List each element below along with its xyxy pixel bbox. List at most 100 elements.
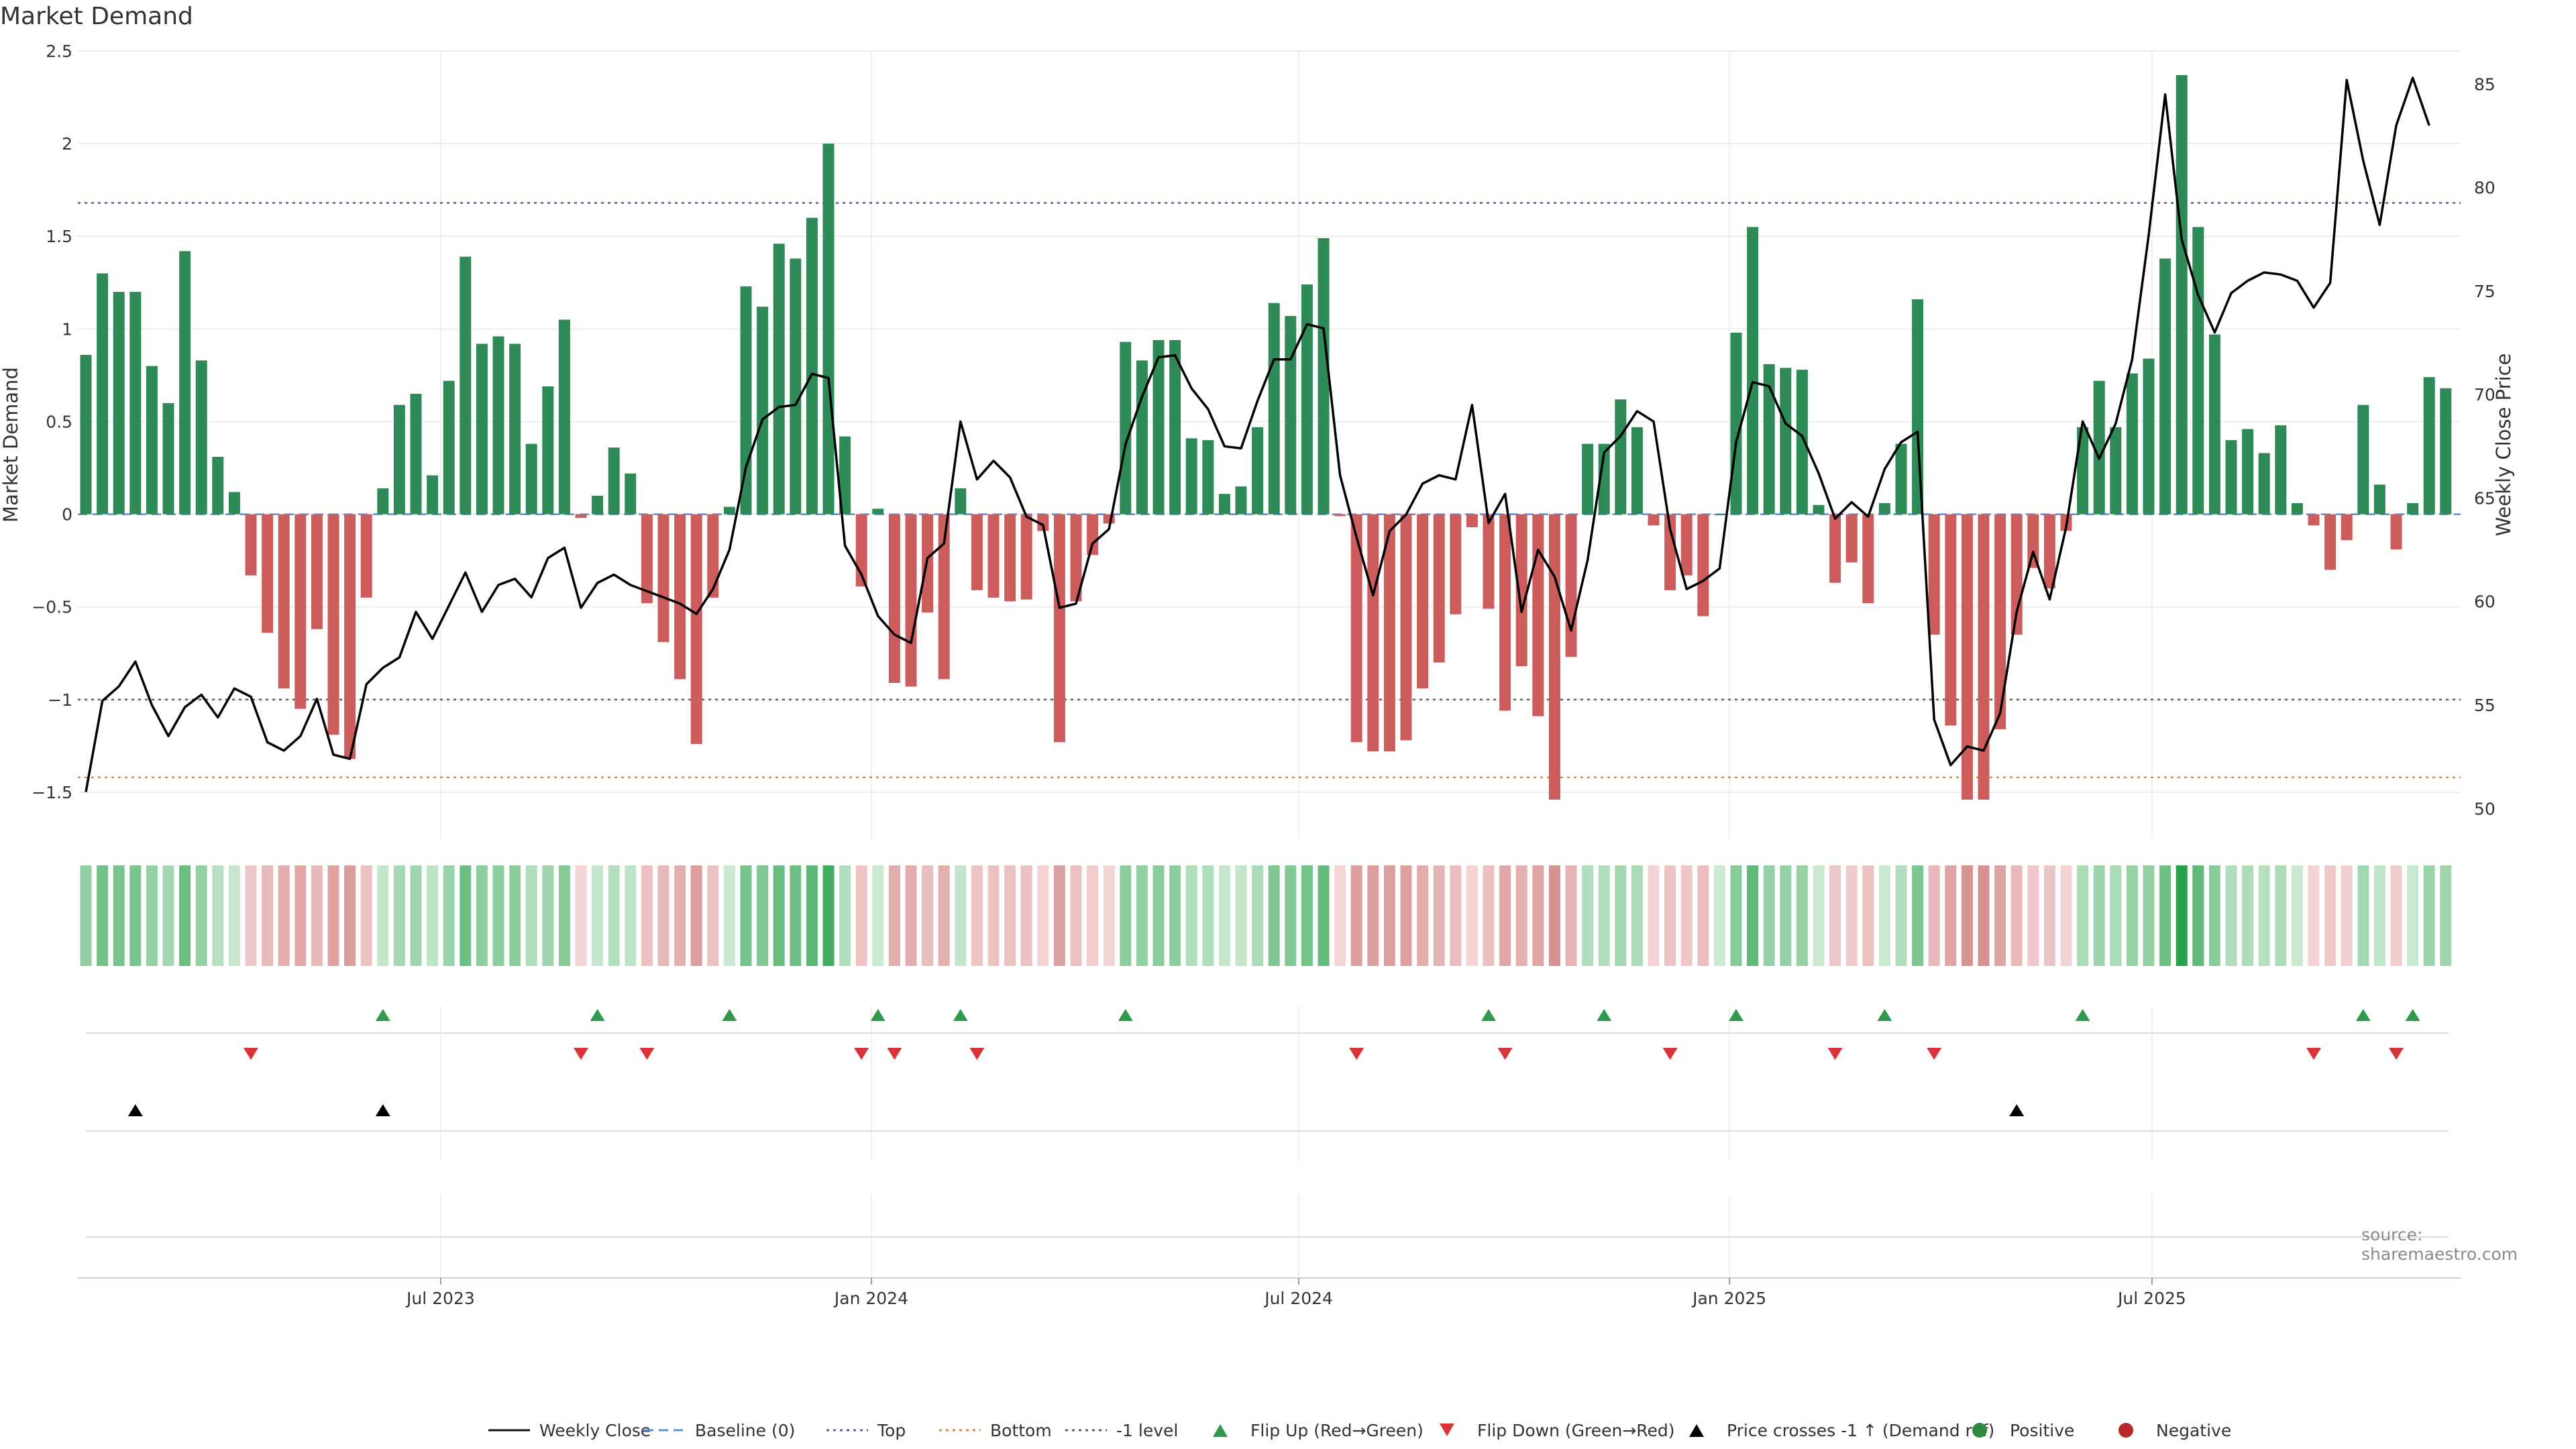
heat-cell bbox=[1813, 865, 1825, 966]
demand-bar bbox=[1664, 514, 1676, 590]
demand-bar bbox=[625, 473, 637, 515]
heat-cell bbox=[1845, 865, 1858, 966]
heat-cell bbox=[1301, 865, 1313, 966]
heat-cell bbox=[212, 865, 224, 966]
demand-bar bbox=[2308, 514, 2320, 526]
heat-cell bbox=[1383, 865, 1395, 966]
legend-label: Flip Down (Green→Red) bbox=[1477, 1421, 1675, 1440]
heat-cell bbox=[410, 865, 422, 966]
heat-cell bbox=[987, 865, 1000, 966]
heat-cell bbox=[80, 865, 92, 966]
heat-cell bbox=[2192, 865, 2204, 966]
flip-down-marker bbox=[887, 1048, 902, 1060]
demand-bar bbox=[2291, 503, 2303, 515]
flip-up-marker bbox=[2355, 1009, 2371, 1021]
heat-cell bbox=[2208, 865, 2220, 966]
y2-axis-label: Weekly Close Price bbox=[2492, 354, 2515, 537]
demand-bar bbox=[2093, 380, 2105, 515]
flip-up-marker bbox=[953, 1009, 968, 1021]
y2-tick-label: 70 bbox=[2474, 385, 2496, 405]
heat-cell bbox=[558, 865, 570, 966]
demand-bar bbox=[674, 514, 686, 680]
heat-cell bbox=[690, 865, 702, 966]
demand-bar bbox=[1747, 227, 1759, 515]
demand-bar bbox=[2225, 440, 2237, 515]
heat-cell bbox=[1169, 865, 1181, 966]
demand-bar bbox=[2143, 358, 2155, 515]
heat-cell bbox=[740, 865, 752, 966]
legend-label: Top bbox=[877, 1421, 906, 1440]
flip-up-marker bbox=[1729, 1009, 1743, 1021]
demand-bar bbox=[905, 514, 917, 687]
heat-cell bbox=[1185, 865, 1197, 966]
demand-bar bbox=[1548, 514, 1560, 800]
heat-cell bbox=[922, 865, 934, 966]
heat-cell bbox=[641, 865, 653, 966]
heat-cell bbox=[657, 865, 669, 966]
chart-title: Market Demand bbox=[0, 3, 193, 30]
heat-cell bbox=[2077, 865, 2089, 966]
legend-entry: Flip Up (Red→Green) bbox=[1213, 1421, 1424, 1440]
flip-up-marker bbox=[1481, 1009, 1496, 1021]
heat-cell bbox=[1631, 865, 1643, 966]
heat-cell bbox=[1417, 865, 1429, 966]
heat-cell bbox=[1548, 865, 1560, 966]
flip-up-marker bbox=[1877, 1009, 1892, 1021]
demand-bar bbox=[740, 286, 752, 515]
heat-cell bbox=[1285, 865, 1297, 966]
demand-bar bbox=[2407, 503, 2419, 515]
heat-cell bbox=[1532, 865, 1544, 966]
flip-down-marker bbox=[1827, 1048, 1843, 1060]
y2-tick-label: 75 bbox=[2474, 282, 2496, 301]
heat-cell bbox=[575, 865, 587, 966]
heat-cell bbox=[839, 865, 851, 966]
heat-cell bbox=[2242, 865, 2254, 966]
legend-swatch bbox=[2118, 1423, 2133, 1438]
heat-cell bbox=[443, 865, 455, 966]
demand-bar bbox=[723, 506, 735, 515]
heat-cell bbox=[2308, 865, 2320, 966]
heat-cell bbox=[2341, 865, 2353, 966]
legend-label: Baseline (0) bbox=[695, 1421, 795, 1440]
heat-cell bbox=[393, 865, 405, 966]
heat-cell bbox=[1268, 865, 1280, 966]
demand-bar bbox=[690, 514, 702, 745]
demand-bar bbox=[1680, 514, 1693, 576]
source-credit: source: sharemaestro.com bbox=[2361, 1225, 2518, 1264]
x-tick-label: Jul 2025 bbox=[2116, 1289, 2186, 1308]
demand-bar bbox=[707, 514, 719, 598]
demand-bar bbox=[1780, 368, 1792, 515]
heat-cell bbox=[1978, 865, 1990, 966]
demand-bar bbox=[1499, 514, 1511, 711]
y-tick-label: −1 bbox=[48, 690, 72, 710]
demand-bar bbox=[1152, 339, 1165, 515]
demand-bar bbox=[311, 514, 323, 629]
demand-bar bbox=[129, 292, 142, 515]
x-tick-label: Jan 2024 bbox=[833, 1289, 908, 1308]
demand-bar bbox=[1383, 514, 1395, 752]
demand-bar bbox=[2208, 334, 2220, 515]
price-cross-marker bbox=[375, 1104, 390, 1116]
demand-bar bbox=[2324, 514, 2337, 570]
heat-cell bbox=[822, 865, 835, 966]
demand-bar bbox=[839, 436, 851, 515]
demand-bar bbox=[2176, 74, 2188, 515]
demand-bar bbox=[1120, 341, 1132, 515]
y-tick-label: 2 bbox=[62, 134, 72, 154]
demand-bar bbox=[1053, 514, 1065, 743]
demand-bar bbox=[1334, 514, 1346, 517]
demand-bar bbox=[757, 307, 769, 515]
demand-bar bbox=[1845, 514, 1858, 563]
heat-cell bbox=[2407, 865, 2419, 966]
heat-cell bbox=[1466, 865, 1478, 966]
flip-up-marker bbox=[1597, 1009, 1612, 1021]
demand-bar bbox=[1912, 299, 1924, 515]
heat-cell bbox=[2093, 865, 2105, 966]
demand-bar bbox=[2390, 514, 2402, 550]
demand-bar bbox=[955, 488, 967, 515]
legend-swatch bbox=[1213, 1424, 1228, 1437]
heat-cell bbox=[1235, 865, 1247, 966]
legend-entry: Positive bbox=[1972, 1421, 2074, 1440]
heat-cell bbox=[1763, 865, 1775, 966]
demand-bar bbox=[2077, 427, 2089, 515]
